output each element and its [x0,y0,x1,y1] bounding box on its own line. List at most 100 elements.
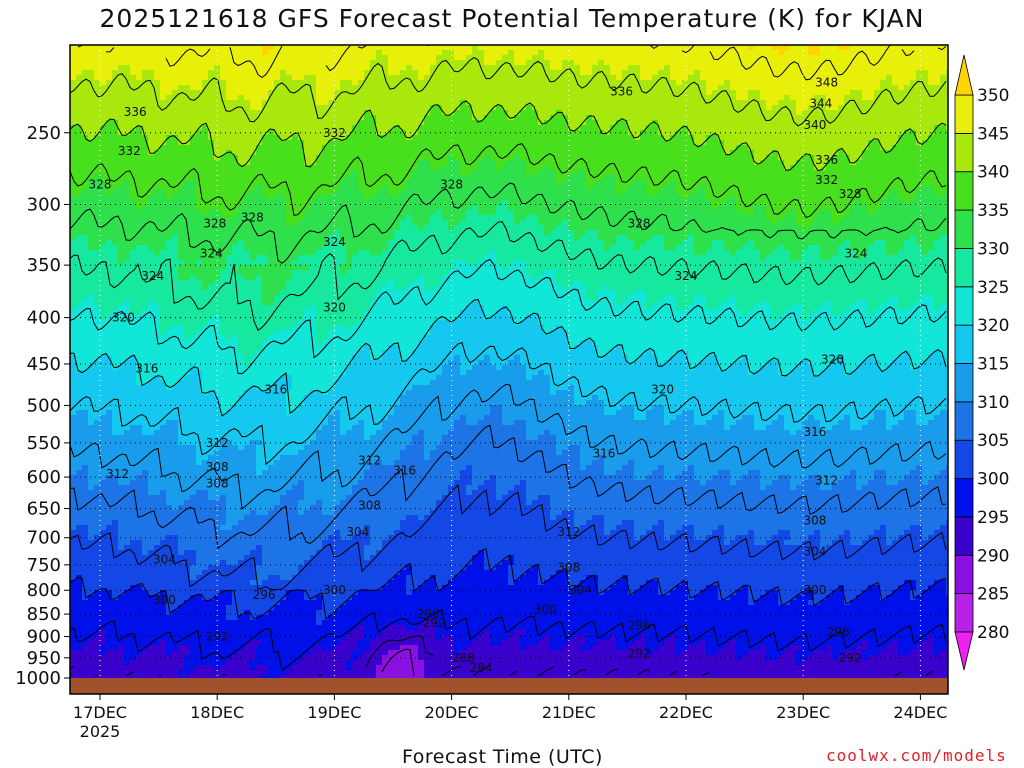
theta-cell [592,160,599,166]
theta-cell [292,155,299,161]
theta-cell [436,205,443,211]
theta-cell [484,105,491,111]
theta-cell [214,65,221,71]
theta-cell [442,115,449,121]
theta-cell [580,105,587,111]
theta-cell [460,125,467,131]
theta-cell [190,115,197,121]
theta-cell [484,95,491,101]
theta-cell [658,65,665,71]
theta-cell [550,190,557,196]
theta-cell [712,210,719,216]
theta-cell [424,185,431,191]
theta-cell [202,60,209,66]
theta-cell [532,50,539,56]
theta-cell [256,135,263,141]
theta-cell [202,150,209,156]
theta-cell [70,175,77,181]
theta-cell [718,210,725,216]
theta-cell [394,50,401,56]
theta-cell [328,100,335,106]
theta-cell [184,110,191,116]
theta-cell [532,65,539,71]
theta-cell [172,90,179,96]
theta-cell [910,65,917,71]
theta-cell [148,125,155,131]
theta-cell [898,120,905,126]
theta-cell [556,130,563,136]
theta-cell [538,55,545,61]
theta-cell [394,100,401,106]
theta-cell [160,130,167,136]
theta-cell [694,55,701,61]
theta-cell [586,180,593,186]
theta-cell [886,65,893,71]
theta-cell [814,75,821,81]
theta-cell [904,185,911,191]
theta-cell [472,160,479,166]
theta-cell [682,155,689,161]
theta-cell [742,195,749,201]
theta-cell [940,185,947,191]
theta-cell [220,155,227,161]
theta-cell [190,195,197,201]
theta-cell [670,125,677,131]
theta-cell [196,50,203,56]
theta-cell [136,70,143,76]
theta-cell [910,105,917,111]
theta-cell [946,55,948,61]
theta-cell [706,210,713,216]
theta-cell [844,130,851,136]
theta-cell [754,150,761,156]
theta-cell [862,45,869,51]
theta-cell [136,115,143,121]
theta-cell [430,145,437,151]
theta-cell [244,135,251,141]
theta-cell [796,155,803,161]
theta-cell [388,190,395,196]
theta-cell [640,175,647,181]
theta-cell [172,125,179,131]
theta-cell [736,80,743,86]
theta-cell [910,115,917,121]
theta-cell [796,210,803,216]
theta-cell [754,135,761,141]
theta-cell [844,150,851,156]
theta-cell [664,75,671,81]
theta-cell [724,100,731,106]
theta-cell [838,115,845,121]
theta-cell [814,210,821,216]
theta-cell [112,80,119,86]
theta-cell [142,150,149,156]
theta-cell [934,160,941,166]
theta-cell [262,210,269,216]
theta-cell [532,185,539,191]
theta-cell [508,150,515,156]
theta-cell [574,105,581,111]
theta-cell [364,200,371,206]
theta-cell [886,60,893,66]
theta-cell [232,205,239,211]
theta-cell [622,200,629,206]
theta-cell [478,155,485,161]
theta-cell [436,90,443,96]
theta-cell [838,55,845,61]
theta-cell [412,105,419,111]
theta-cell [940,130,947,136]
theta-cell [268,140,275,146]
theta-cell [250,60,257,66]
theta-cell [442,185,449,191]
theta-cell [346,120,353,126]
theta-cell [274,70,281,76]
theta-cell [424,55,431,61]
theta-cell [646,95,653,101]
theta-cell [388,170,395,176]
theta-cell [142,110,149,116]
theta-cell [262,125,269,131]
theta-cell [706,175,713,181]
theta-cell [742,80,749,86]
theta-cell [124,165,131,171]
theta-cell [670,185,677,191]
theta-cell [532,195,539,201]
theta-cell [934,165,941,171]
